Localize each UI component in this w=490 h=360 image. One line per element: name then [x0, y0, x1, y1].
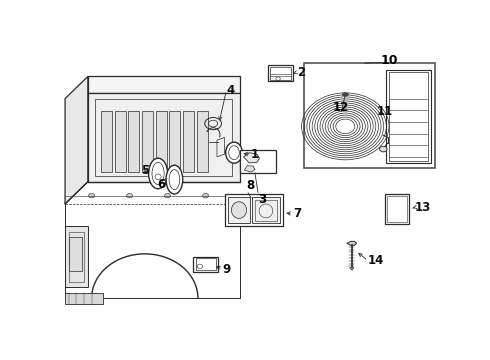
Bar	[128, 111, 140, 172]
Ellipse shape	[166, 165, 183, 194]
Text: 12: 12	[333, 101, 349, 114]
Bar	[197, 111, 208, 172]
Text: 1: 1	[251, 148, 259, 161]
Bar	[194, 257, 218, 272]
Bar	[255, 201, 277, 221]
Polygon shape	[65, 76, 88, 204]
Text: 2: 2	[297, 66, 305, 79]
Bar	[389, 72, 428, 161]
Bar	[196, 258, 216, 270]
Bar	[183, 111, 194, 172]
Bar	[385, 194, 410, 224]
Text: 14: 14	[368, 254, 385, 267]
Polygon shape	[347, 242, 357, 245]
Bar	[96, 99, 232, 176]
Bar	[65, 293, 103, 304]
Bar	[69, 232, 84, 282]
Text: 10: 10	[381, 54, 398, 67]
Bar	[270, 67, 291, 80]
Polygon shape	[88, 76, 240, 93]
Bar	[170, 111, 180, 172]
Ellipse shape	[89, 193, 95, 198]
Text: 5: 5	[141, 164, 149, 177]
Bar	[224, 194, 283, 226]
Text: 4: 4	[226, 84, 235, 97]
Bar	[387, 196, 407, 222]
Bar	[69, 237, 82, 270]
Text: 6: 6	[157, 177, 166, 190]
Text: 11: 11	[376, 105, 392, 118]
Bar	[240, 150, 276, 174]
Bar	[115, 111, 126, 172]
Polygon shape	[252, 197, 280, 223]
Bar	[101, 111, 112, 172]
Ellipse shape	[226, 142, 243, 163]
Ellipse shape	[148, 158, 168, 189]
Text: 8: 8	[246, 179, 254, 192]
Bar	[304, 63, 435, 168]
Polygon shape	[228, 197, 250, 223]
Bar	[268, 66, 293, 81]
Text: 3: 3	[258, 193, 266, 206]
Polygon shape	[88, 93, 240, 182]
Bar	[386, 70, 431, 163]
Polygon shape	[244, 153, 260, 163]
Ellipse shape	[126, 193, 133, 198]
Polygon shape	[245, 166, 255, 172]
Text: 7: 7	[293, 207, 301, 220]
Polygon shape	[349, 268, 354, 270]
Text: 9: 9	[222, 262, 231, 276]
Bar	[65, 226, 88, 287]
Ellipse shape	[231, 202, 246, 219]
Ellipse shape	[165, 193, 171, 198]
Ellipse shape	[202, 193, 209, 198]
Text: 13: 13	[415, 201, 431, 214]
Bar	[142, 111, 153, 172]
Ellipse shape	[379, 146, 387, 152]
Bar	[156, 111, 167, 172]
Ellipse shape	[342, 93, 348, 96]
